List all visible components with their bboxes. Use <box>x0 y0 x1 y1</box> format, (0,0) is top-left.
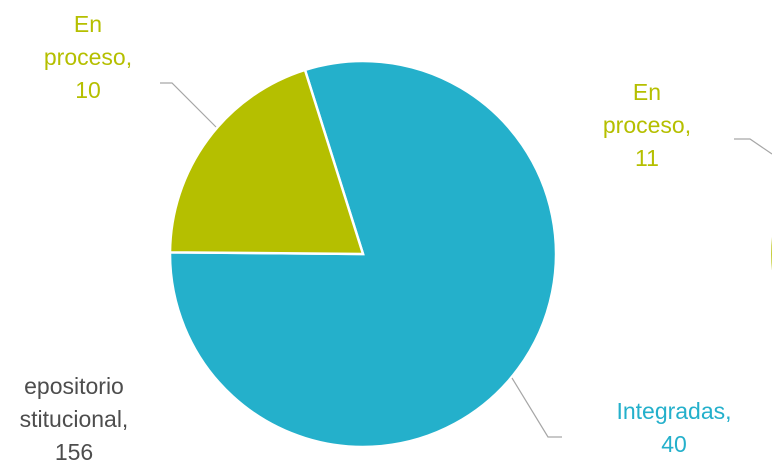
pie-slice-1-integradas <box>168 59 558 449</box>
data-label-2-2: Integradas, 40 <box>616 398 731 457</box>
leader-line-1-en-proceso <box>160 82 217 128</box>
leader-line-1-integradas <box>511 377 562 438</box>
data-label-2-1: En proceso, 11 <box>603 79 691 171</box>
data-label-1-1: En proceso, 10 <box>44 11 132 103</box>
leader-line-2-en-proceso <box>734 138 772 155</box>
data-label-3-1: epositorio stitucional, 156 <box>20 373 129 465</box>
pie-slice-1-en-proceso <box>168 68 365 256</box>
